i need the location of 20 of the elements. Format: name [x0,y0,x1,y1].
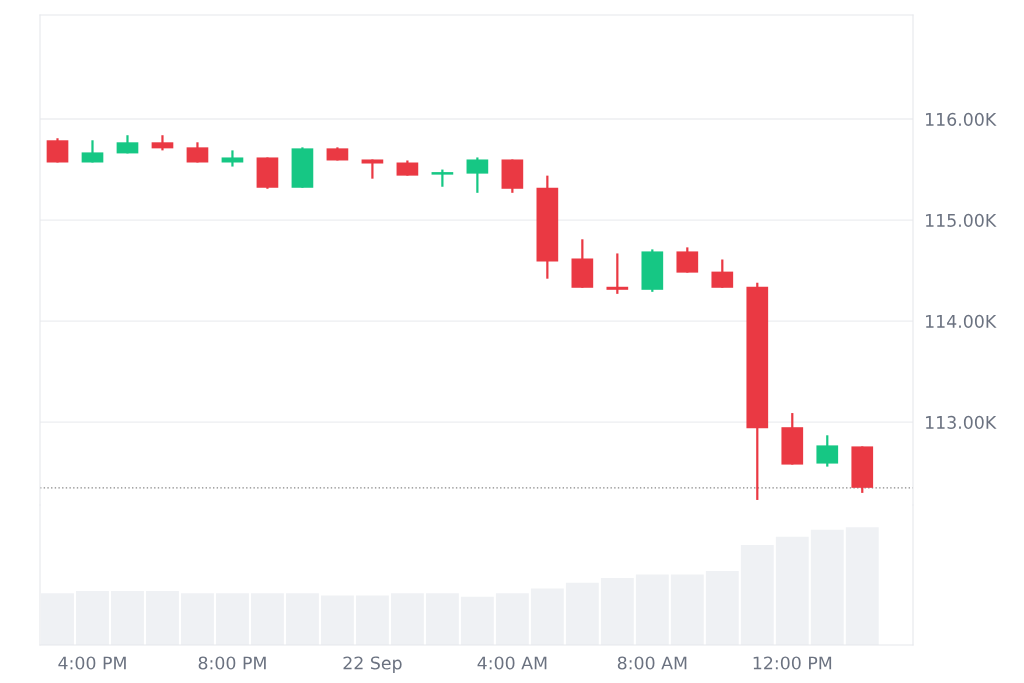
x-tick-label: 4:00 PM [58,656,126,670]
y-tick-label: 114.00K [926,314,997,328]
candlestick [711,258,734,289]
candlestick [46,137,69,164]
x-tick-label: 22 Sep [343,656,402,673]
x-tick-label: 12:00 PM [753,656,832,670]
candlestick [606,252,629,295]
candlestick [221,149,244,168]
candlestick [81,139,104,164]
candlestick [676,246,699,274]
candlestick [816,434,839,468]
candlestick [361,158,384,180]
x-tick-label: 8:00 PM [198,656,266,670]
y-tick-label: 116.00K [926,112,997,126]
y-tick-label: 115.00K [926,213,997,227]
x-tick-label: 8:00 AM [617,656,687,670]
x-tick-label: 4:00 AM [477,656,547,670]
candlestick [466,156,489,194]
candlestick [186,141,209,164]
y-tick-label: 113.00K [926,415,997,429]
